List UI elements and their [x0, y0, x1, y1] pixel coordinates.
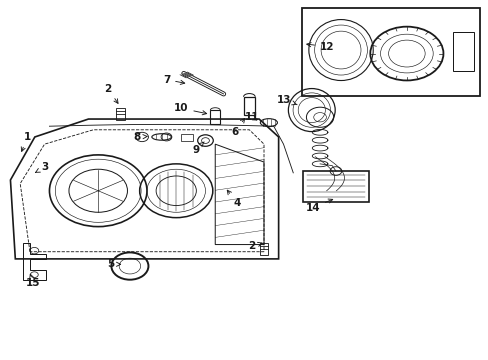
Text: 1: 1 — [21, 132, 31, 152]
Text: 6: 6 — [231, 118, 244, 136]
Bar — [181, 134, 193, 140]
Text: 2: 2 — [248, 241, 262, 251]
Bar — [303, 171, 368, 202]
Text: 10: 10 — [174, 103, 206, 115]
Bar — [452, 32, 473, 71]
Text: 2: 2 — [104, 84, 118, 103]
Text: 3: 3 — [36, 162, 48, 172]
Text: 11: 11 — [244, 112, 259, 122]
Bar — [259, 243, 268, 255]
Bar — [302, 8, 479, 96]
Bar — [116, 108, 124, 120]
Text: 5: 5 — [106, 259, 121, 269]
Text: 8: 8 — [133, 132, 147, 142]
Text: 12: 12 — [306, 42, 334, 51]
Text: 14: 14 — [305, 199, 332, 213]
Bar — [210, 110, 220, 125]
Text: 7: 7 — [163, 75, 184, 85]
Text: 9: 9 — [192, 142, 204, 154]
Text: 13: 13 — [277, 95, 297, 105]
Bar — [243, 97, 255, 116]
Text: 15: 15 — [26, 274, 41, 288]
Text: 4: 4 — [227, 190, 241, 208]
